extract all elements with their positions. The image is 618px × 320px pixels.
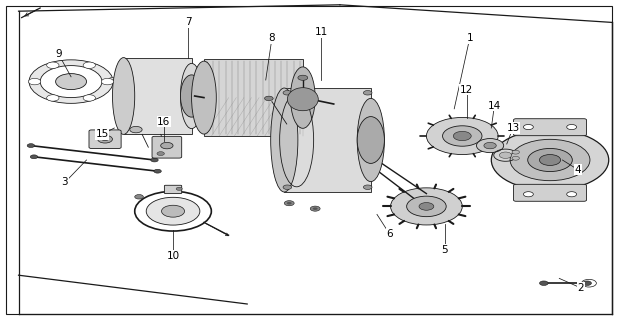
Circle shape — [46, 95, 59, 101]
Text: 9: 9 — [56, 49, 62, 60]
Circle shape — [567, 192, 577, 197]
Text: 13: 13 — [506, 123, 520, 133]
Circle shape — [283, 185, 292, 189]
Ellipse shape — [357, 116, 384, 164]
Circle shape — [30, 155, 38, 159]
Text: 15: 15 — [95, 129, 109, 140]
FancyBboxPatch shape — [514, 119, 586, 136]
FancyBboxPatch shape — [164, 185, 182, 194]
Circle shape — [523, 124, 533, 130]
Circle shape — [540, 155, 561, 165]
Text: 7: 7 — [185, 17, 192, 28]
Circle shape — [130, 126, 142, 133]
Polygon shape — [204, 59, 303, 136]
Circle shape — [102, 138, 108, 141]
Circle shape — [512, 150, 519, 154]
FancyBboxPatch shape — [152, 136, 182, 158]
Ellipse shape — [287, 88, 318, 111]
Text: 3: 3 — [62, 177, 68, 188]
Text: 10: 10 — [166, 251, 180, 261]
Circle shape — [484, 142, 496, 149]
FancyBboxPatch shape — [89, 130, 121, 148]
Circle shape — [83, 95, 95, 101]
Circle shape — [313, 207, 318, 210]
Circle shape — [540, 281, 548, 285]
Circle shape — [528, 148, 572, 172]
Circle shape — [56, 74, 87, 90]
Circle shape — [161, 142, 173, 149]
Circle shape — [101, 78, 114, 85]
Circle shape — [419, 203, 434, 210]
Circle shape — [363, 91, 372, 95]
Circle shape — [154, 169, 161, 173]
Text: 6: 6 — [386, 228, 392, 239]
Circle shape — [284, 201, 294, 206]
Circle shape — [298, 75, 308, 80]
Circle shape — [426, 117, 498, 155]
Circle shape — [476, 139, 504, 153]
Circle shape — [135, 195, 143, 199]
Text: 12: 12 — [460, 84, 473, 95]
Ellipse shape — [192, 61, 216, 134]
Circle shape — [151, 158, 158, 162]
Text: 5: 5 — [442, 244, 448, 255]
Text: 2: 2 — [578, 283, 584, 293]
Circle shape — [28, 78, 41, 85]
Ellipse shape — [112, 58, 135, 134]
Circle shape — [157, 152, 164, 156]
Circle shape — [108, 77, 118, 83]
Text: 16: 16 — [157, 116, 171, 127]
Circle shape — [407, 196, 446, 217]
Ellipse shape — [271, 88, 298, 192]
Circle shape — [146, 197, 200, 225]
Circle shape — [310, 206, 320, 211]
Circle shape — [491, 130, 609, 190]
Circle shape — [583, 281, 591, 285]
Circle shape — [391, 188, 462, 225]
Circle shape — [512, 156, 519, 160]
Text: 4: 4 — [575, 164, 581, 175]
FancyBboxPatch shape — [514, 184, 586, 201]
Circle shape — [283, 91, 292, 95]
Circle shape — [29, 60, 113, 103]
Circle shape — [442, 126, 482, 146]
Ellipse shape — [290, 67, 315, 128]
Circle shape — [287, 202, 292, 204]
Circle shape — [510, 139, 590, 181]
Circle shape — [27, 144, 35, 148]
Circle shape — [83, 62, 96, 68]
Text: 1: 1 — [467, 33, 473, 44]
Ellipse shape — [357, 99, 384, 181]
Circle shape — [363, 185, 372, 189]
Circle shape — [161, 205, 185, 217]
Circle shape — [523, 192, 533, 197]
Polygon shape — [124, 58, 192, 134]
Circle shape — [453, 131, 472, 140]
Circle shape — [40, 66, 102, 98]
Circle shape — [265, 96, 273, 100]
Circle shape — [567, 124, 577, 130]
Ellipse shape — [180, 75, 203, 117]
Ellipse shape — [180, 63, 203, 129]
Circle shape — [47, 62, 59, 68]
Circle shape — [499, 152, 512, 158]
Text: 14: 14 — [488, 100, 501, 111]
Polygon shape — [284, 88, 371, 192]
Circle shape — [176, 187, 182, 190]
Circle shape — [98, 135, 112, 143]
Text: 11: 11 — [315, 27, 328, 37]
Text: 8: 8 — [269, 33, 275, 44]
